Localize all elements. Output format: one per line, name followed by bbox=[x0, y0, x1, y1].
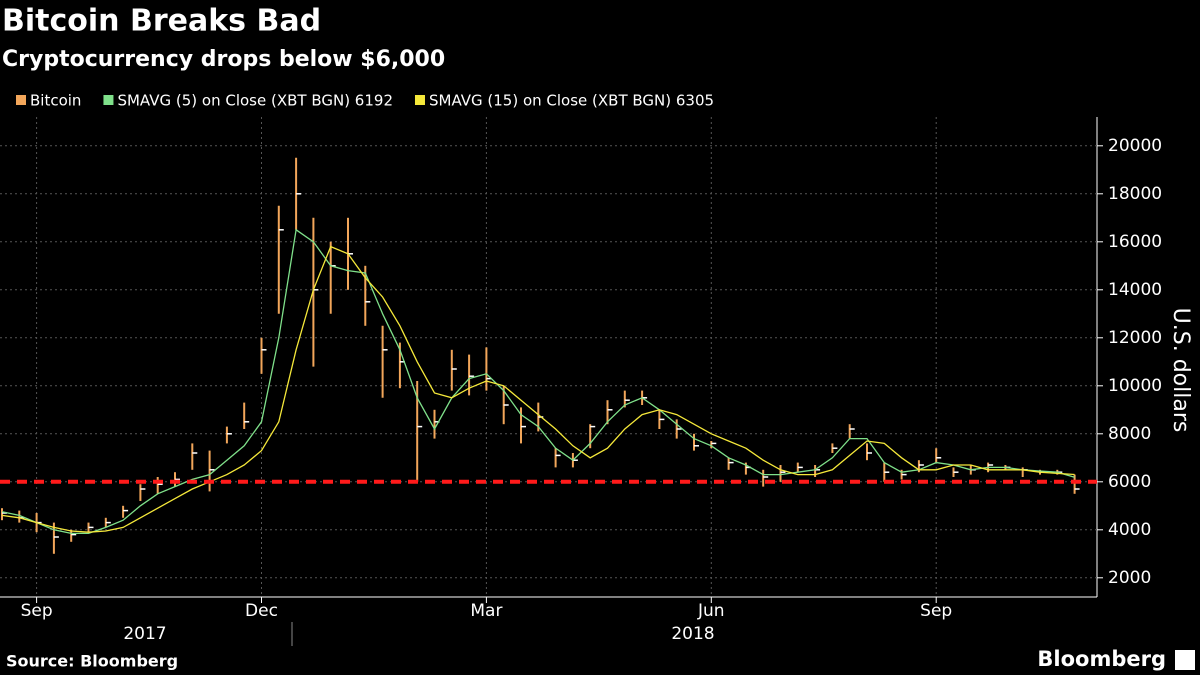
y-tick-label: 16000 bbox=[1108, 232, 1162, 252]
y-tick-label: 20000 bbox=[1108, 136, 1162, 156]
y-tick-label: 4000 bbox=[1108, 520, 1151, 540]
brand: Bloomberg bbox=[1037, 647, 1166, 671]
x-tick-label: Mar bbox=[470, 601, 502, 621]
y-tick-label: 2000 bbox=[1108, 568, 1151, 588]
y-tick-label: 18000 bbox=[1108, 184, 1162, 204]
legend-swatch bbox=[103, 95, 114, 105]
x-tick-label: Sep bbox=[21, 601, 53, 621]
y-axis-label: U.S. dollars bbox=[1168, 308, 1193, 433]
legend-label: SMAVG (15) on Close (XBT BGN) 6305 bbox=[429, 92, 714, 110]
year-label: 2017 bbox=[123, 624, 166, 644]
legend-swatch bbox=[414, 95, 425, 105]
chart-subtitle: Cryptocurrency drops below $6,000 bbox=[2, 47, 445, 72]
y-tick-label: 6000 bbox=[1108, 472, 1151, 492]
legend-swatch bbox=[16, 95, 26, 105]
legend-label: SMAVG (5) on Close (XBT BGN) 6192 bbox=[117, 92, 393, 110]
y-tick-label: 14000 bbox=[1108, 280, 1162, 300]
legend-label: Bitcoin bbox=[30, 92, 81, 110]
sma-line bbox=[1, 228, 1075, 535]
y-tick-label: 8000 bbox=[1108, 424, 1151, 444]
source: Source: Bloomberg bbox=[6, 652, 178, 671]
y-tick-label: 12000 bbox=[1108, 328, 1162, 348]
brand-icon bbox=[1175, 650, 1195, 670]
chart-title: Bitcoin Breaks Bad bbox=[2, 4, 321, 39]
x-tick-label: Jun bbox=[697, 601, 725, 621]
sma-line bbox=[1, 245, 1075, 533]
year-label: 2018 bbox=[671, 624, 714, 644]
x-tick-label: Sep bbox=[920, 601, 952, 621]
x-tick-label: Dec bbox=[245, 601, 278, 621]
y-tick-label: 10000 bbox=[1108, 376, 1162, 396]
